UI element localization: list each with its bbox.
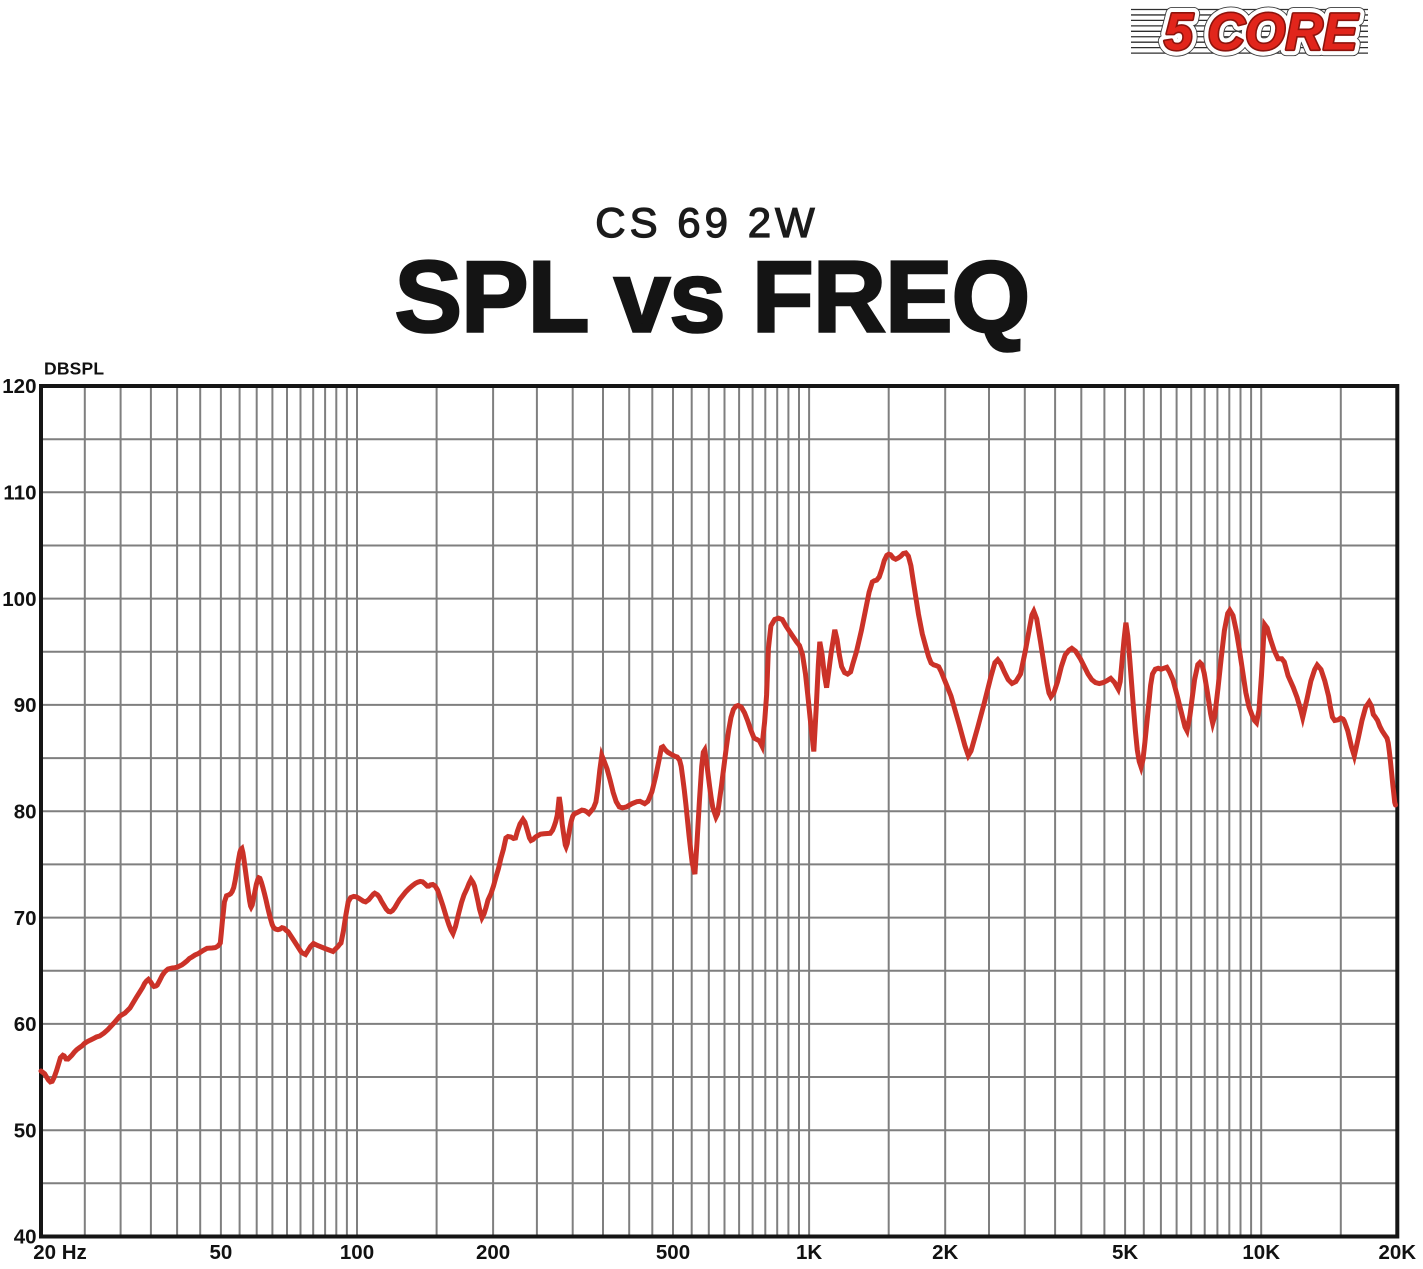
svg-text:2K: 2K [932,1241,958,1264]
svg-text:70: 70 [14,907,37,930]
svg-text:100: 100 [2,588,36,611]
svg-text:80: 80 [14,801,37,824]
svg-text:5 CORE: 5 CORE [1164,4,1359,62]
svg-text:1K: 1K [796,1241,822,1264]
svg-text:60: 60 [14,1013,37,1036]
svg-text:40: 40 [14,1226,37,1249]
svg-text:5 CORE: 5 CORE [1164,4,1359,62]
svg-text:90: 90 [14,694,37,717]
svg-text:50: 50 [14,1119,37,1142]
svg-text:50: 50 [209,1241,232,1264]
svg-text:5K: 5K [1112,1241,1138,1264]
svg-text:SPL vs FREQ: SPL vs FREQ [395,242,1030,354]
svg-text:5 CORE: 5 CORE [1164,4,1359,62]
svg-text:20K: 20K [1378,1241,1416,1264]
svg-text:100: 100 [340,1241,374,1264]
svg-text:200: 200 [476,1241,510,1264]
svg-text:120: 120 [2,375,36,398]
svg-text:20 Hz: 20 Hz [33,1241,87,1264]
svg-text:DBSPL: DBSPL [44,359,104,379]
svg-text:500: 500 [656,1241,690,1264]
svg-text:110: 110 [3,482,36,505]
svg-text:10K: 10K [1242,1241,1280,1264]
svg-text:5 CORE: 5 CORE [1164,4,1359,62]
svg-text:CS 69 2W: CS 69 2W [595,199,818,246]
